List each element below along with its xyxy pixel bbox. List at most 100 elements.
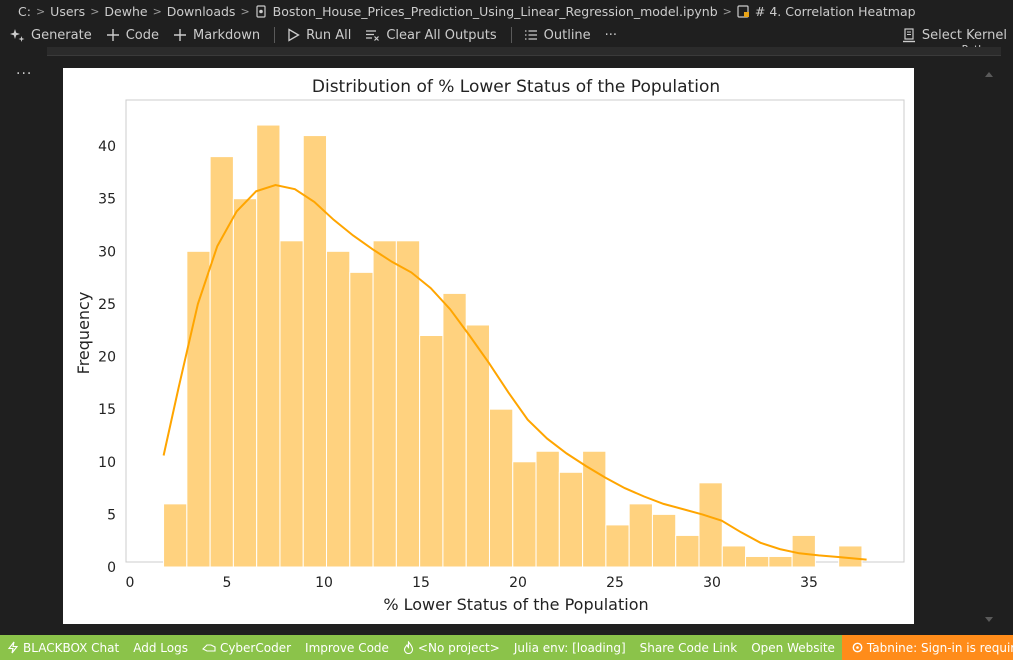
x-tick-label: 30 [703, 575, 721, 591]
markdown-label: Markdown [193, 27, 261, 43]
x-tick-label: 0 [126, 575, 135, 591]
x-tick-label: 5 [223, 575, 232, 591]
run-all-label: Run All [306, 27, 352, 43]
y-axis-label: Frequency [74, 292, 93, 375]
flame-icon [403, 641, 413, 654]
code-label: Code [125, 27, 159, 43]
histogram-bar [419, 335, 444, 568]
cybercoder-button[interactable]: CyberCoder [195, 635, 298, 660]
breadcrumb-item-user[interactable]: Dewhe [104, 3, 148, 19]
open-website-button[interactable]: Open Website [744, 635, 842, 660]
select-kernel-button[interactable]: Select Kernel [902, 23, 1007, 47]
breadcrumb-item-users[interactable]: Users [50, 3, 86, 19]
status-bar: BLACKBOX Chat Add Logs CyberCoder Improv… [0, 635, 1013, 660]
blackbox-chat-label: BLACKBOX Chat [23, 640, 120, 655]
add-logs-button[interactable]: Add Logs [126, 635, 195, 660]
breadcrumb-item-downloads[interactable]: Downloads [166, 3, 236, 19]
histogram-bar [791, 534, 816, 568]
tabnine-status-button[interactable]: Tabnine: Sign-in is required [841, 635, 1013, 660]
histogram-bar [326, 250, 351, 568]
chevron-right-icon: > [35, 4, 46, 18]
y-tick-label: 35 [98, 192, 116, 208]
scroll-up-arrow-icon[interactable] [985, 72, 993, 77]
scroll-down-arrow-icon[interactable] [985, 617, 993, 622]
outline-button[interactable]: Outline [524, 28, 591, 43]
histogram-bar [349, 271, 374, 568]
lightning-icon [7, 641, 19, 654]
outline-label: Outline [543, 27, 591, 43]
chevron-right-icon: > [240, 4, 250, 18]
toolbar-divider [274, 27, 276, 43]
list-icon [524, 30, 537, 40]
x-tick-label: 35 [800, 575, 818, 591]
x-tick-label: 25 [606, 575, 624, 591]
histogram-bar [721, 545, 747, 568]
histogram-bar [302, 135, 328, 568]
chart-title: Distribution of % Lower Status of the Po… [312, 77, 720, 97]
julia-env-status[interactable]: Julia env: [loading] [507, 635, 633, 660]
histogram-chart: Distribution of % Lower Status of the Po… [74, 77, 905, 614]
clear-all-outputs-label: Clear All Outputs [386, 27, 497, 43]
x-tick-label: 20 [509, 575, 527, 591]
histogram-bar [745, 555, 770, 568]
plus-icon [174, 29, 186, 41]
select-kernel-label: Select Kernel [921, 27, 1007, 43]
chevron-right-icon: > [152, 4, 162, 18]
cell-toolbar-strip [47, 47, 1001, 56]
clear-all-outputs-button[interactable]: Clear All Outputs [365, 27, 497, 43]
histogram-bar [442, 292, 467, 568]
markdown-cell-icon [737, 4, 749, 18]
tabnine-icon [852, 642, 863, 653]
cell-more-actions-button[interactable]: ··· [16, 66, 33, 82]
more-actions-button[interactable]: ··· [605, 28, 617, 43]
add-logs-label: Add Logs [133, 640, 188, 655]
breadcrumb-item-drive[interactable]: C: [18, 3, 31, 19]
histogram-bar [535, 450, 560, 568]
histogram-bar [558, 471, 584, 568]
histogram-bar [186, 250, 211, 568]
cell-output-image: Distribution of % Lower Status of the Po… [63, 68, 914, 624]
x-tick-label: 15 [412, 575, 430, 591]
histogram-bar [209, 156, 234, 568]
y-tick-label: 30 [98, 244, 116, 260]
histogram-bar [628, 503, 653, 568]
y-tick-label: 0 [107, 560, 116, 576]
play-icon [288, 28, 300, 42]
chevron-right-icon: > [90, 4, 100, 18]
kde-curve [162, 183, 867, 561]
generate-button[interactable]: Generate [10, 28, 92, 43]
blackbox-chat-button[interactable]: BLACKBOX Chat [0, 635, 126, 660]
y-tick-label: 10 [98, 455, 116, 471]
notebook-icon [256, 4, 266, 18]
histogram-bar [605, 524, 630, 568]
toolbar-divider [510, 27, 512, 43]
hand-icon [202, 643, 216, 652]
plus-icon [106, 29, 119, 41]
breadcrumb: C: > Users > Dewhe > Downloads > Boston_… [0, 0, 1013, 22]
add-code-cell-button[interactable]: Code [106, 28, 159, 43]
histogram-bar [698, 482, 723, 568]
histogram-bar [768, 555, 793, 568]
breadcrumb-item-notebook[interactable]: Boston_House_Prices_Prediction_Using_Lin… [272, 3, 718, 19]
histogram-bar [279, 240, 304, 568]
y-tick-label: 15 [98, 402, 116, 418]
server-icon [902, 27, 915, 42]
sparkle-icon [10, 28, 25, 42]
y-tick-label: 25 [98, 297, 116, 313]
run-all-button[interactable]: Run All [287, 28, 351, 43]
julia-env-label: Julia env: [loading] [513, 640, 626, 655]
notebook-toolbar: Generate Code Markdown Run All Clear All… [0, 23, 1013, 47]
project-label: <No project> [417, 640, 500, 655]
histogram-bar [651, 513, 677, 568]
improve-code-label: Improve Code [305, 640, 389, 655]
share-code-link-button[interactable]: Share Code Link [633, 635, 745, 660]
add-markdown-cell-button[interactable]: Markdown [173, 28, 260, 43]
y-tick-label: 40 [98, 139, 116, 155]
histogram-bar [488, 408, 514, 568]
cybercoder-label: CyberCoder [219, 640, 292, 655]
breadcrumb-item-section[interactable]: # 4. Correlation Heatmap [754, 3, 916, 19]
improve-code-button[interactable]: Improve Code [298, 635, 396, 660]
project-selector[interactable]: <No project> [396, 635, 507, 660]
histogram-bar [582, 450, 607, 568]
x-axis-label: % Lower Status of the Population [383, 595, 648, 614]
